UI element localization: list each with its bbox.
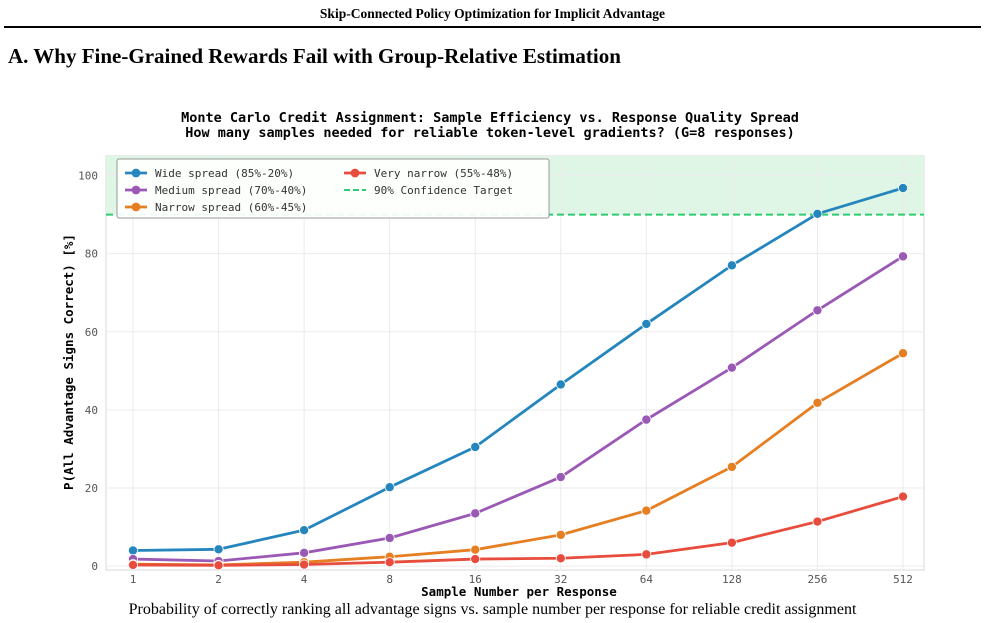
chart-subtitle: How many samples needed for reliable tok…: [185, 125, 795, 141]
y-tick-label: 80: [85, 248, 98, 261]
legend-entry-label: Narrow spread (60%-45%): [155, 201, 307, 214]
series-1-point: [898, 183, 909, 194]
x-tick-label: 32: [554, 573, 567, 586]
legend-swatch-marker: [131, 185, 141, 195]
header-rule: [4, 26, 981, 28]
series-4-point: [641, 549, 652, 560]
series-2-point: [726, 362, 737, 373]
series-1-point: [812, 208, 823, 219]
series-4-point: [898, 491, 909, 502]
series-3-point: [898, 348, 909, 359]
legend-entry-label: Wide spread (85%-20%): [155, 167, 294, 180]
series-3-point: [726, 461, 737, 472]
series-1-point: [470, 441, 481, 452]
series-2-point: [470, 508, 481, 519]
series-1-point: [299, 525, 310, 536]
x-tick-label: 2: [215, 573, 222, 586]
series-1-point: [726, 260, 737, 271]
series-3-point: [555, 529, 566, 540]
series-4-point: [726, 537, 737, 548]
series-1-point: [213, 544, 224, 555]
plot-area: [105, 155, 925, 571]
x-tick-label: 64: [640, 573, 654, 586]
legend-swatch-marker: [350, 168, 360, 178]
x-axis-label: Sample Number per Response: [421, 584, 617, 599]
series-2-point: [898, 251, 909, 262]
x-tick-label: 128: [722, 573, 742, 586]
legend-entry-label: Very narrow (55%-48%): [374, 167, 513, 180]
x-tick-label: 16: [469, 573, 482, 586]
series-4-point: [470, 554, 481, 565]
series-2-point: [384, 532, 395, 543]
x-tick-label: 8: [386, 573, 393, 586]
chart-title: Monte Carlo Credit Assignment: Sample Ef…: [181, 110, 799, 126]
series-1-point: [384, 482, 395, 493]
series-2-point: [641, 414, 652, 425]
series-1-point: [127, 545, 138, 556]
series-4-point: [213, 560, 224, 571]
series-3-point: [812, 397, 823, 408]
series-1-point: [555, 379, 566, 390]
legend-swatch-marker: [131, 202, 141, 212]
y-tick-label: 60: [85, 326, 98, 339]
y-axis-label: P(All Advantage Signs Correct) [%]: [61, 234, 76, 490]
series-line-1: [132, 186, 904, 552]
x-tick-label: 4: [301, 573, 308, 586]
credit-assignment-chart: Monte Carlo Credit Assignment: Sample Ef…: [61, 110, 925, 599]
y-tick-label: 100: [78, 170, 98, 183]
series-2-point: [812, 305, 823, 316]
running-header: Skip-Connected Policy Optimization for I…: [319, 6, 666, 21]
series-2-point: [299, 547, 310, 558]
series-1-point: [641, 318, 652, 329]
series-3-point: [641, 505, 652, 516]
x-tick-label: 512: [893, 573, 913, 586]
series-4-point: [384, 557, 395, 568]
legend-swatch-marker: [131, 168, 141, 178]
legend-entry-label: Medium spread (70%-40%): [155, 184, 307, 197]
x-tick-label: 1: [130, 573, 137, 586]
series-2-point: [555, 472, 566, 483]
y-tick-label: 20: [85, 482, 98, 495]
y-tick-label: 0: [91, 560, 98, 573]
series-4-point: [127, 559, 138, 570]
section-heading: A. Why Fine-Grained Rewards Fail with Gr…: [8, 44, 621, 68]
legend-box: [116, 158, 550, 219]
series-3-point: [470, 544, 481, 555]
series-4-point: [299, 559, 310, 570]
y-tick-label: 40: [85, 404, 98, 417]
series-4-point: [812, 516, 823, 527]
series-line-2: [132, 255, 904, 563]
series-4-point: [555, 553, 566, 564]
figure-caption: Probability of correctly ranking all adv…: [128, 601, 857, 618]
legend: Wide spread (85%-20%) Medium spread (70%-…: [116, 158, 550, 219]
legend-entry-label: 90% Confidence Target: [374, 184, 513, 197]
x-tick-label: 256: [808, 573, 828, 586]
series-line-4: [132, 495, 904, 567]
